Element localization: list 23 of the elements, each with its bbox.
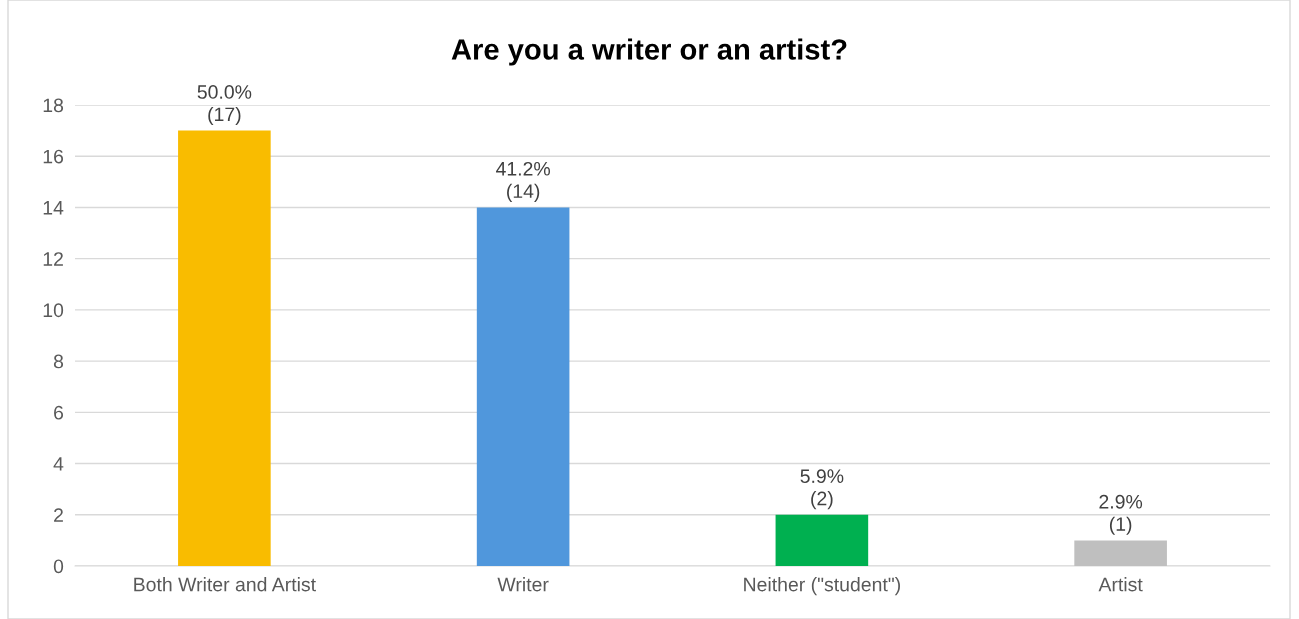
y-tick-label: 10 — [43, 303, 64, 318]
data-label: 50.0% (17) — [197, 85, 252, 126]
x-tick-label: Both Writer and Artist — [134, 577, 316, 592]
bar — [476, 207, 570, 566]
x-tick-label: Neither ("student") — [744, 577, 900, 596]
y-tick-label: 16 — [43, 149, 64, 164]
data-label: 2.9% (1) — [1099, 494, 1143, 535]
bar — [178, 130, 271, 566]
data-label: 5.9% (2) — [800, 469, 844, 510]
chart-title: Are you a writer or an artist? — [451, 38, 847, 66]
y-tick-label: 14 — [43, 201, 64, 215]
bar — [1074, 540, 1167, 566]
y-tick-label: 6 — [54, 405, 64, 420]
y-tick-label: 18 — [43, 98, 64, 113]
data-label: 41.2% (14) — [496, 161, 550, 202]
y-tick-label: 2 — [54, 508, 63, 522]
y-tick-label: 0 — [53, 559, 64, 574]
y-tick-label: 8 — [53, 354, 64, 369]
x-tick-label: Artist — [1098, 577, 1143, 592]
x-tick-label: Writer — [497, 577, 549, 592]
y-tick-label: 4 — [53, 457, 64, 471]
y-tick-label: 12 — [43, 252, 63, 266]
bar — [775, 514, 869, 566]
